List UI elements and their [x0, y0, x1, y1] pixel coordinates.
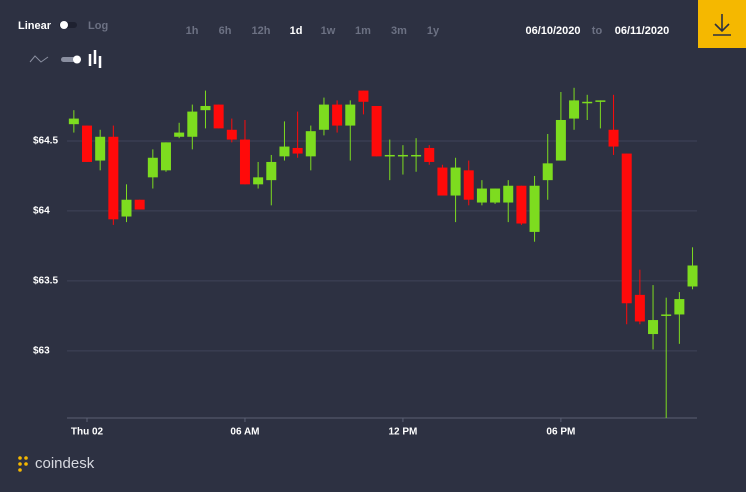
candle-body — [318, 104, 329, 130]
candle-body — [345, 104, 356, 126]
candle-body — [503, 185, 514, 203]
candle-body — [516, 185, 527, 224]
logo-text: coindesk — [35, 455, 95, 472]
candle-body — [187, 111, 198, 137]
range-button[interactable]: 6h — [219, 25, 232, 37]
scale-log[interactable]: Log — [88, 20, 108, 32]
candle-body — [134, 199, 145, 210]
candle-body — [266, 161, 277, 181]
candle-body — [648, 320, 659, 335]
candle-body — [108, 136, 119, 220]
scale-toggle-knob — [60, 21, 68, 29]
range-button[interactable]: 3m — [391, 25, 407, 37]
candle-body — [226, 129, 237, 140]
range-buttons: 1h 6h 12h 1d 1w 1m 3m 1y — [186, 25, 440, 37]
candle-body — [305, 131, 316, 157]
candle-body — [476, 188, 487, 203]
y-tick-label: $64 — [33, 206, 50, 217]
candle-body — [608, 129, 619, 147]
type-toggle-knob — [73, 55, 81, 64]
plot: $63 $63.5 $64 $64.5 Thu 02 06 AM 12 PM 06 PM — [33, 87, 698, 438]
range-button[interactable]: 1m — [355, 25, 371, 37]
date-to[interactable]: 06/11/2020 — [615, 25, 669, 37]
y-tick-label: $63.5 — [33, 276, 58, 287]
scale-linear[interactable]: Linear — [18, 20, 52, 32]
date-separator: to — [592, 25, 603, 37]
candle-body — [174, 132, 185, 137]
x-tick-label: Thu 02 — [71, 427, 104, 438]
range-button[interactable]: 1y — [427, 25, 440, 37]
range-button[interactable]: 1w — [321, 25, 336, 37]
candle-body — [358, 90, 369, 102]
y-tick-label: $63 — [33, 345, 50, 356]
download-button[interactable] — [698, 0, 746, 48]
logo-dot — [18, 456, 22, 460]
logo-dot — [18, 462, 22, 466]
candle-body — [529, 185, 540, 232]
logo-dot — [18, 468, 22, 472]
candle-body — [595, 100, 606, 102]
candle-body — [397, 154, 408, 157]
candle-body — [371, 105, 382, 157]
candle-body — [279, 146, 290, 157]
x-tick-label: 06 PM — [546, 427, 575, 438]
candle-body — [542, 163, 553, 181]
candle-body — [424, 147, 435, 162]
candle-body — [687, 265, 698, 287]
logo-dot — [24, 462, 28, 466]
candle-body — [411, 154, 422, 157]
download-icon — [713, 14, 731, 36]
candle-body — [121, 199, 132, 217]
range-button[interactable]: 1h — [186, 25, 199, 37]
range-button[interactable]: 12h — [252, 25, 271, 37]
candle-body — [95, 136, 106, 161]
candle-body — [569, 100, 580, 119]
candle-body — [200, 105, 211, 111]
logo-dot — [24, 456, 28, 460]
candle-type-icon[interactable] — [88, 50, 102, 68]
logo: coindesk — [18, 455, 95, 472]
candle-body — [147, 157, 158, 178]
candle-body — [450, 167, 461, 196]
candle-body — [292, 147, 303, 154]
candle-body — [253, 177, 264, 185]
candle-body — [239, 139, 250, 185]
candle-body — [82, 125, 93, 162]
y-tick-label: $64.5 — [33, 136, 58, 147]
candle-body — [634, 294, 645, 322]
x-tick-label: 12 PM — [388, 427, 417, 438]
date-from[interactable]: 06/10/2020 — [525, 25, 580, 37]
candle-body — [437, 167, 448, 196]
candle-body — [384, 154, 395, 157]
candle-body — [68, 118, 79, 125]
candle-body — [555, 119, 566, 161]
x-tick-label: 06 AM — [230, 427, 259, 438]
candle-body — [463, 170, 474, 200]
candle-body — [213, 104, 224, 129]
candle-body — [661, 314, 672, 316]
candle-body — [674, 299, 685, 315]
candle-body — [332, 104, 343, 126]
line-type-icon[interactable] — [29, 55, 49, 63]
candle-body — [160, 142, 171, 171]
candle-body — [621, 153, 632, 304]
candle-body — [490, 188, 501, 203]
candle-body — [582, 101, 593, 104]
range-button[interactable]: 1d — [290, 25, 303, 37]
